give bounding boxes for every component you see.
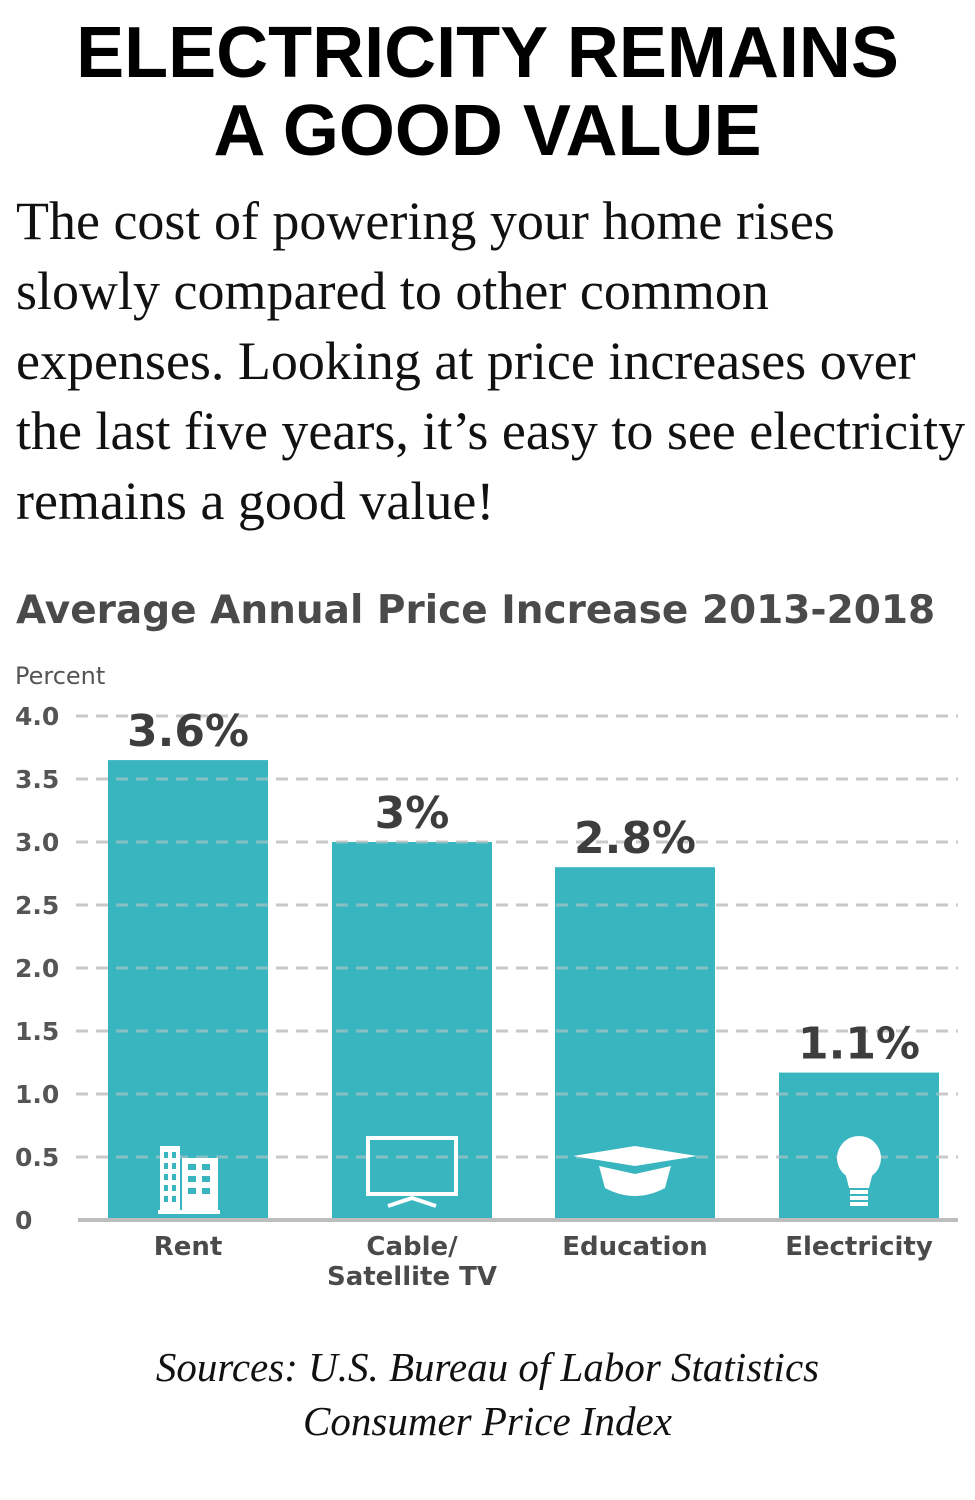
chart-title: Average Annual Price Increase 2013-2018 xyxy=(16,588,936,633)
category-label: Satellite TV xyxy=(327,1262,497,1292)
tv-icon xyxy=(366,1136,458,1208)
bar xyxy=(555,867,715,1220)
y-tick-label: 1.5 xyxy=(15,1017,59,1046)
sources-line-1: Sources: U.S. Bureau of Labor Statistics xyxy=(155,1344,820,1390)
data-label: 1.1% xyxy=(798,1019,920,1070)
headline: ELECTRICITY REMAINS A GOOD VALUE xyxy=(0,14,975,170)
headline-line-2: A GOOD VALUE xyxy=(213,91,762,171)
building-icon xyxy=(158,1146,220,1214)
y-tick-label: 2.0 xyxy=(15,954,59,983)
intro-paragraph: The cost of powering your home rises slo… xyxy=(16,191,966,531)
y-tick-label: 1.0 xyxy=(15,1080,59,1109)
category-label: Education xyxy=(562,1232,708,1262)
category-label: Rent xyxy=(154,1232,223,1262)
y-tick-label: 4.0 xyxy=(15,702,59,731)
data-label: 3% xyxy=(375,788,450,839)
bar-chart: Percent 0 0.5 1.0 1.5 2.0 2.5 3.0 3.5 4.0 3.6% 3% 2.… xyxy=(15,662,958,1292)
bar xyxy=(108,760,268,1220)
y-tick-label: 3.5 xyxy=(15,765,59,794)
category-label: Electricity xyxy=(785,1232,933,1262)
y-tick-label: 0 xyxy=(15,1206,32,1235)
y-axis-label: Percent xyxy=(15,662,105,690)
y-tick-label: 2.5 xyxy=(15,891,59,920)
y-tick-label: 3.0 xyxy=(15,828,59,857)
y-tick-label: 0.5 xyxy=(15,1143,59,1172)
headline-line-1: ELECTRICITY REMAINS xyxy=(76,13,899,93)
data-label: 3.6% xyxy=(127,706,249,757)
graduation-cap-icon xyxy=(573,1146,697,1196)
light-bulb-icon xyxy=(837,1136,881,1206)
sources-line-2: Consumer Price Index xyxy=(303,1398,672,1444)
category-label: Cable/ xyxy=(366,1232,458,1262)
data-label: 2.8% xyxy=(574,813,696,864)
sources-note: Sources: U.S. Bureau of Labor Statistics… xyxy=(0,1340,975,1448)
